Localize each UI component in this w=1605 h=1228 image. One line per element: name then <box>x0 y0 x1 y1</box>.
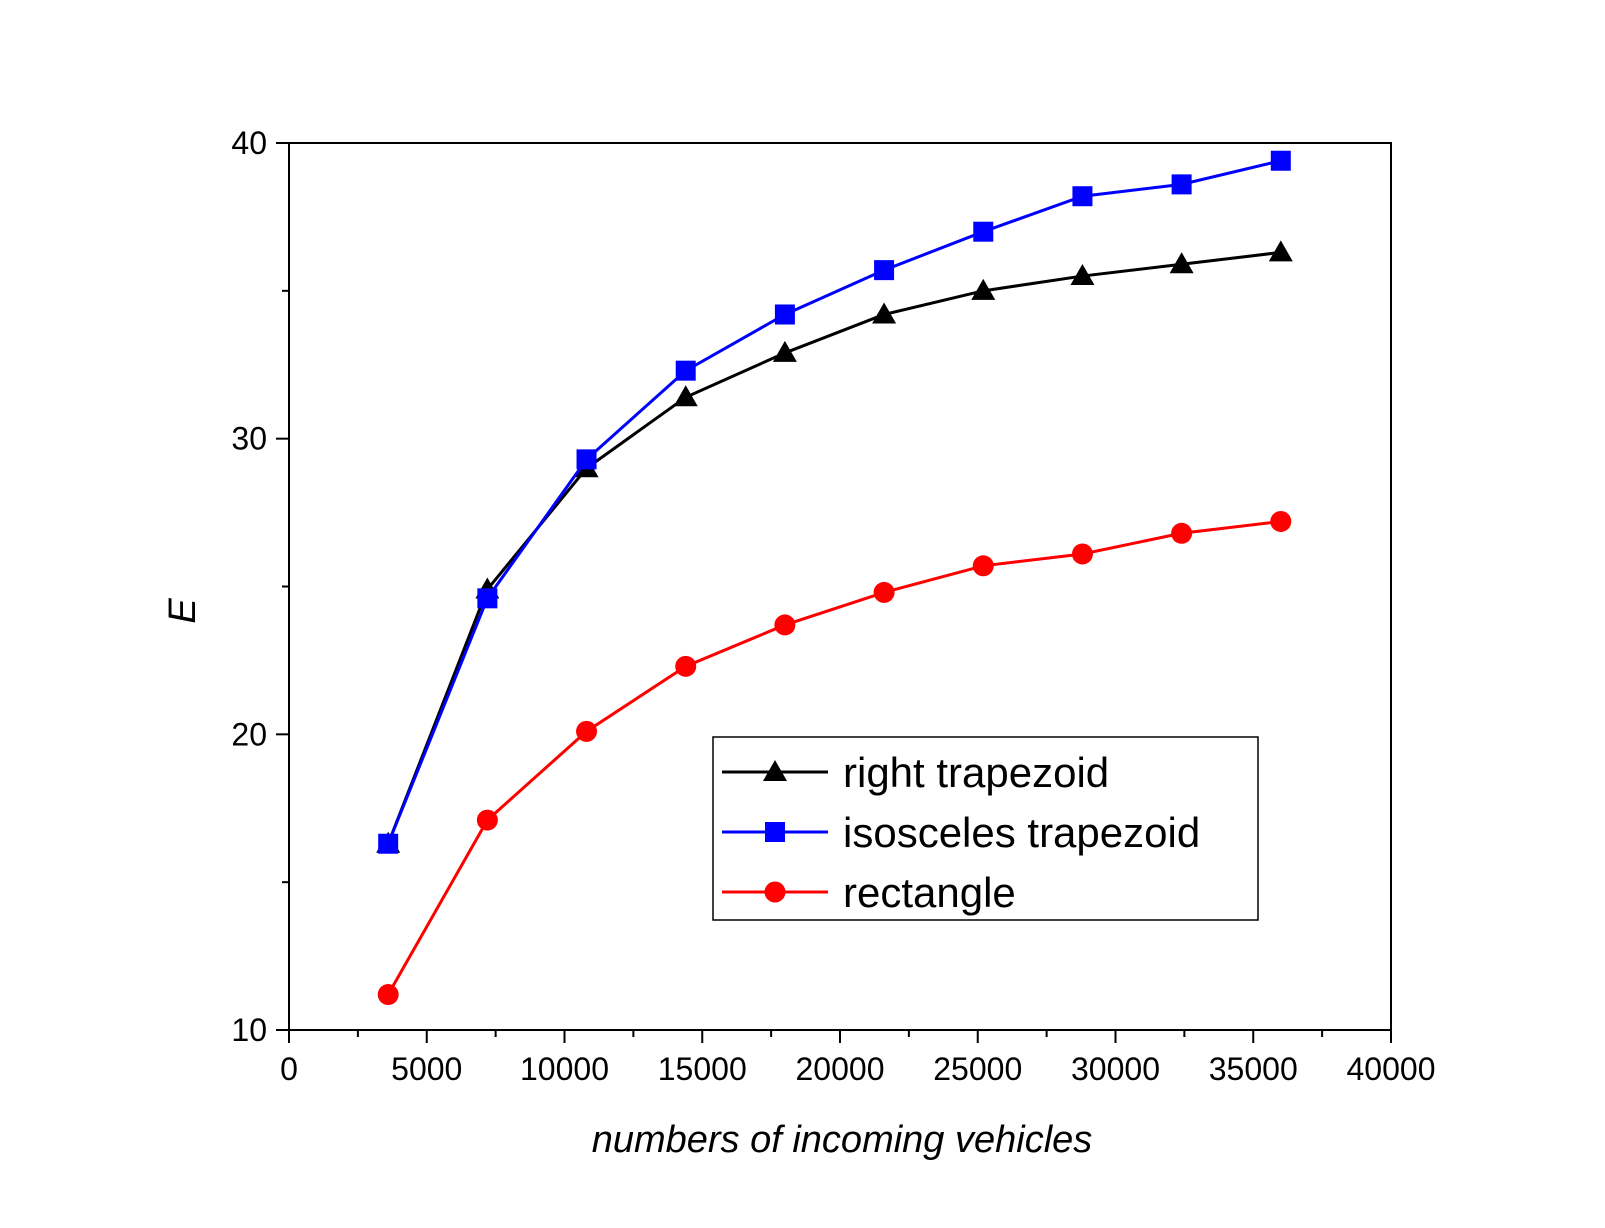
data-point <box>1070 264 1095 286</box>
x-tick-label: 0 <box>280 1051 298 1087</box>
plot-frame <box>288 142 1392 1031</box>
legend-item: right trapezoid <box>722 749 1109 796</box>
legend-marker <box>763 760 787 781</box>
legend-label: rectangle <box>843 869 1016 916</box>
data-point <box>378 833 399 854</box>
data-point <box>673 385 698 407</box>
legend-item: rectangle <box>722 869 1016 916</box>
data-point <box>774 614 796 636</box>
series-square <box>378 150 1291 854</box>
series-line <box>386 159 1282 845</box>
y-axis-title: E <box>162 598 204 624</box>
data-point <box>1270 510 1292 532</box>
data-point <box>477 588 498 609</box>
data-point <box>377 984 399 1006</box>
legend: right trapezoid isosceles trapezoid rectan… <box>712 736 1259 921</box>
legend-marker <box>764 881 786 903</box>
data-point <box>1270 150 1291 171</box>
data-point <box>675 655 697 677</box>
legend-label: isosceles trapezoid <box>843 809 1200 856</box>
y-tick-label: 30 <box>231 421 267 457</box>
data-point <box>873 581 895 603</box>
data-point <box>973 221 994 242</box>
data-point <box>971 278 996 300</box>
y-tick-label: 20 <box>231 716 267 752</box>
data-point <box>872 302 897 324</box>
x-tick-label: 30000 <box>1071 1051 1160 1087</box>
data-point <box>774 304 795 325</box>
series-line <box>386 519 1281 996</box>
data-point <box>1268 240 1293 262</box>
y-tick-label: 10 <box>231 1012 267 1048</box>
data-point <box>576 720 598 742</box>
data-point <box>1169 252 1194 274</box>
x-tick-label: 25000 <box>933 1051 1022 1087</box>
legend-box <box>712 736 1259 921</box>
data-point <box>1171 174 1192 195</box>
data-point <box>1072 186 1093 207</box>
x-tick-label: 40000 <box>1347 1051 1436 1087</box>
data-point <box>576 449 597 470</box>
x-tick-label: 10000 <box>520 1051 609 1087</box>
data-point <box>476 809 498 831</box>
data-point <box>972 555 994 577</box>
data-point <box>1071 543 1093 565</box>
data-point <box>675 360 696 381</box>
axis-ticks <box>276 142 1392 1043</box>
plot-series <box>376 150 1293 1006</box>
data-point <box>1171 522 1193 544</box>
y-tick-label: 40 <box>231 125 267 161</box>
data-point <box>874 260 895 281</box>
tick-labels: 0 5000 10000 15000 20000 25000 30000 35000 40000… <box>231 125 1435 1087</box>
legend-marker <box>765 822 785 842</box>
data-point <box>772 340 797 362</box>
x-tick-label: 15000 <box>658 1051 747 1087</box>
x-tick-label: 5000 <box>391 1051 462 1087</box>
legend-item: isosceles trapezoid <box>722 809 1200 856</box>
series-circle <box>377 510 1292 1006</box>
legend-label: right trapezoid <box>843 749 1109 796</box>
x-tick-label: 20000 <box>796 1051 885 1087</box>
x-tick-label: 35000 <box>1209 1051 1298 1087</box>
x-axis-title: numbers of incoming vehicles <box>592 1119 1093 1161</box>
